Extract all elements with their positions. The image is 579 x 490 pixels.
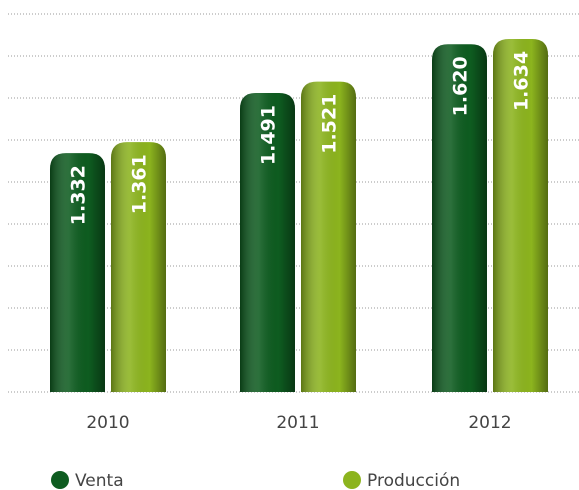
value-label: 1.491 (258, 105, 280, 165)
value-label: 1.634 (511, 51, 533, 111)
x-tick-label: 2011 (276, 413, 319, 433)
value-label: 1.361 (129, 154, 151, 214)
bar-shade (432, 44, 487, 393)
legend-label: Producción (367, 471, 460, 490)
legend-swatch (343, 471, 361, 489)
bar-shade (301, 81, 356, 393)
bar-shade (240, 93, 295, 392)
value-label: 1.332 (68, 165, 90, 225)
bar-shade (111, 142, 166, 392)
legend-swatch (51, 471, 69, 489)
bar-shade (493, 38, 548, 393)
x-tick-label: 2012 (468, 413, 511, 433)
value-label: 1.521 (319, 94, 341, 154)
value-label: 1.620 (450, 56, 472, 116)
x-tick-label: 2010 (86, 413, 129, 433)
bar-shade (50, 153, 105, 392)
legend-label: Venta (75, 471, 124, 490)
